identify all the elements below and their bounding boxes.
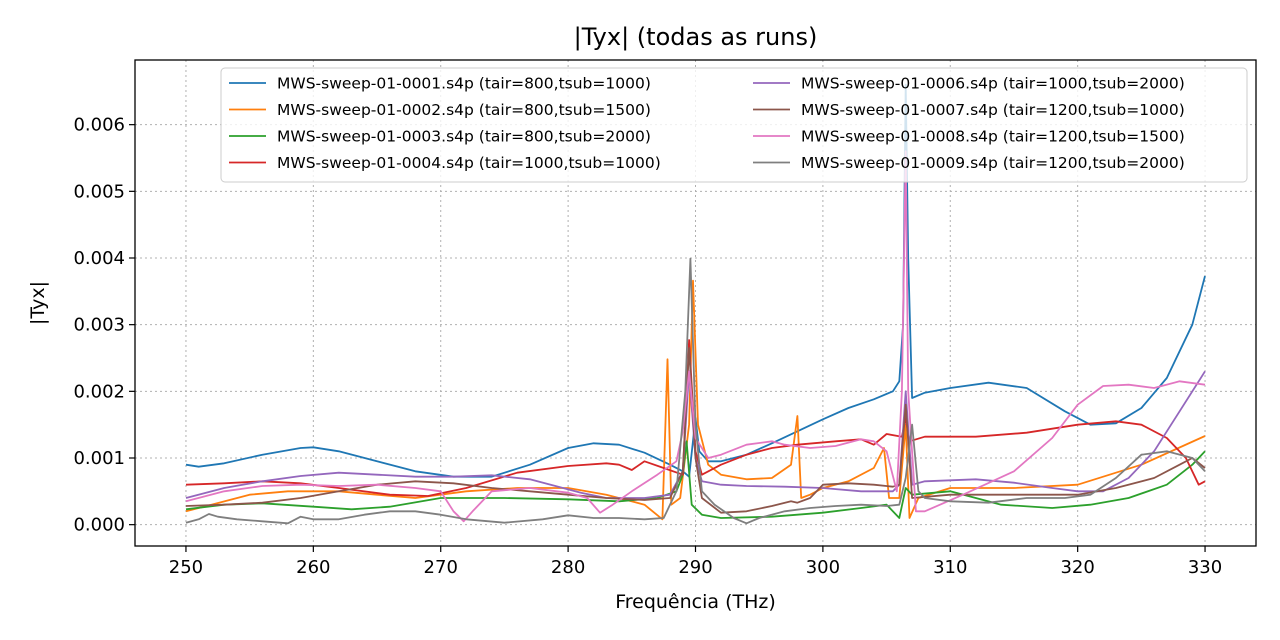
chart-title: |Tyx| (todas as runs): [574, 23, 818, 51]
y-tick-label: 0.000: [73, 515, 125, 536]
x-tick-label: 280: [551, 557, 585, 578]
y-tick-label: 0.005: [73, 181, 125, 202]
legend-entry: MWS-sweep-01-0006.s4p (tair=1000,tsub=20…: [801, 75, 1185, 93]
x-tick-label: 290: [678, 557, 712, 578]
y-tick-label: 0.004: [73, 248, 125, 269]
y-axis-label: |Tyx|: [27, 281, 49, 325]
legend: MWS-sweep-01-0001.s4p (tair=800,tsub=100…: [220, 67, 1248, 183]
x-tick-label: 260: [296, 557, 330, 578]
x-axis-label: Frequência (THz): [615, 591, 776, 613]
x-tick-label: 270: [424, 557, 458, 578]
series-line-4: [185, 339, 1206, 497]
series-line-6: [185, 347, 1206, 514]
legend-entry: MWS-sweep-01-0002.s4p (tair=800,tsub=150…: [277, 101, 651, 119]
y-tick-label: 0.003: [73, 315, 125, 336]
x-tick-label: 330: [1188, 557, 1222, 578]
x-tick-label: 250: [169, 557, 203, 578]
legend-entry: MWS-sweep-01-0007.s4p (tair=1200,tsub=10…: [801, 101, 1185, 119]
legend-entry: MWS-sweep-01-0004.s4p (tair=1000,tsub=10…: [277, 154, 661, 172]
x-tick-label: 320: [1060, 557, 1094, 578]
series-line-7: [185, 150, 1206, 523]
series-line-1: [185, 83, 1206, 478]
series-line-2: [185, 279, 1206, 521]
x-axis-ticks: 250 260 270 280 290 300 310 320 330: [169, 546, 1222, 578]
series-line-5: [185, 370, 1206, 499]
y-tick-label: 0.006: [73, 115, 125, 136]
y-tick-label: 0.001: [73, 448, 125, 469]
legend-entry: MWS-sweep-01-0009.s4p (tair=1200,tsub=20…: [801, 154, 1185, 172]
series-line-3: [185, 440, 1206, 519]
y-axis-ticks: 0.000 0.001 0.002 0.003 0.004 0.005 0.006: [73, 115, 135, 536]
legend-box: [220, 67, 1248, 183]
legend-entry: MWS-sweep-01-0001.s4p (tair=800,tsub=100…: [277, 75, 651, 93]
x-tick-label: 310: [933, 557, 967, 578]
series-line-8: [185, 257, 1206, 525]
series-lines: [185, 83, 1206, 525]
y-tick-label: 0.002: [73, 381, 125, 402]
x-tick-label: 300: [806, 557, 840, 578]
legend-entry: MWS-sweep-01-0003.s4p (tair=800,tsub=200…: [277, 128, 651, 146]
legend-entry: MWS-sweep-01-0008.s4p (tair=1200,tsub=15…: [801, 128, 1185, 146]
